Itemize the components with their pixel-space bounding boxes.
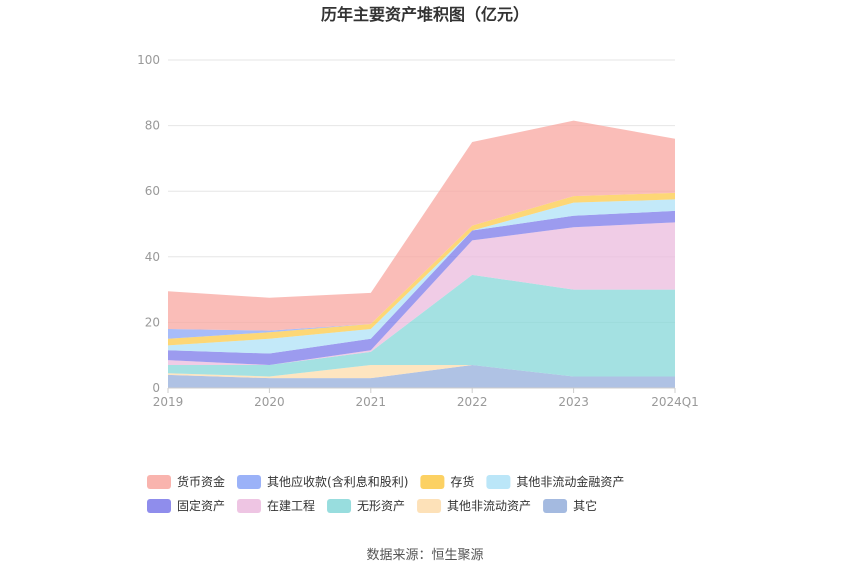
legend-label: 其他应收款(含利息和股利) [267,474,408,489]
y-axis: 0 20 40 60 80 100 [137,53,160,395]
area-其他非流动资产 [168,365,675,379]
y-tick-label: 60 [145,184,160,198]
legend-swatch [147,499,171,513]
legend-item-存货[interactable]: 存货 [420,474,474,489]
x-tick-label: 2020 [254,395,285,409]
legend-label: 其它 [573,498,597,513]
legend-label: 在建工程 [267,498,315,513]
legend-label: 其他非流动金融资产 [516,474,624,489]
legend-item-其它[interactable]: 其它 [543,498,597,513]
y-tick-label: 40 [145,250,160,264]
area-无形资产 [168,274,675,377]
legend-swatch [237,499,262,513]
area-series [168,120,675,388]
legend-item-无形资产[interactable]: 无形资产 [327,499,405,513]
x-tick-label: 2024Q1 [651,395,699,409]
legend-label: 固定资产 [177,498,225,513]
legend-label: 其他非流动资产 [447,499,531,513]
x-tick-label: 2019 [153,395,184,409]
legend-swatch [147,475,171,489]
legend-swatch [420,475,445,489]
legend-item-货币资金[interactable]: 货币资金 [147,474,225,489]
legend-swatch [327,499,352,513]
legend-swatch [237,475,262,489]
legend-label: 存货 [450,474,474,489]
y-tick-label: 20 [145,315,160,329]
x-tick-label: 2022 [457,395,488,409]
x-tick-label: 2021 [356,395,387,409]
legend-item-在建工程[interactable]: 在建工程 [237,498,315,513]
legend-item-固定资产[interactable]: 固定资产 [147,498,225,513]
x-tick-label: 2023 [558,395,589,409]
legend-item-其他应收款-含利息和股利-[interactable]: 其他应收款(含利息和股利) [237,474,408,489]
legend-swatch [417,499,442,513]
area-固定资产 [168,210,675,366]
y-tick-label: 0 [152,381,160,395]
legend-item-其他非流动金融资产[interactable]: 其他非流动金融资产 [486,474,624,489]
y-tick-label: 100 [137,53,160,67]
area-在建工程 [168,222,675,366]
y-tick-label: 80 [145,119,160,133]
data-source-note: 数据来源：恒生聚源 [366,548,483,563]
legend-swatch [543,499,568,513]
x-axis: 2019 2020 2021 2022 2023 2024Q1 [153,387,699,409]
legend-label: 无形资产 [357,499,405,513]
area-其它 [168,365,675,388]
area-货币资金 [168,120,675,331]
chart-title: 历年主要资产堆积图（亿元） [321,5,529,24]
legend-label: 货币资金 [177,474,225,489]
legend-item-其他非流动资产[interactable]: 其他非流动资产 [417,499,531,513]
legend-swatch [486,475,511,489]
